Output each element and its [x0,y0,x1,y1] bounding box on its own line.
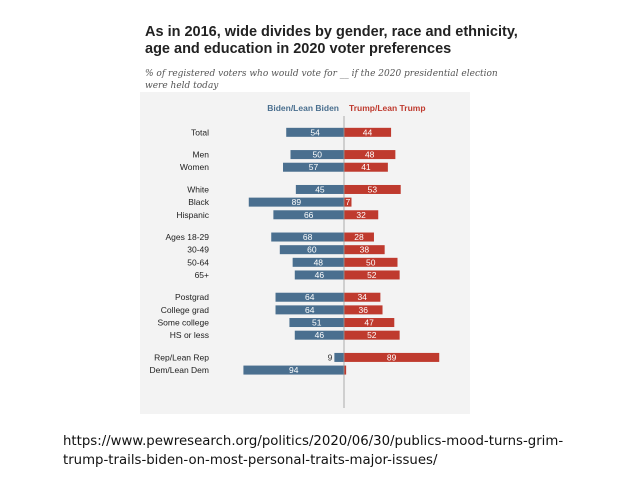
bar-biden [248,197,344,207]
value-label-biden: 64 [305,292,315,302]
value-label-trump: 50 [366,257,376,267]
value-label-trump: 32 [356,210,366,220]
category-label: Dem/Lean Dem [149,365,209,375]
bar-trump [344,305,383,315]
bar-biden [294,270,344,280]
bar-biden [290,150,344,160]
value-label-biden: 66 [304,210,314,220]
bar-biden [243,365,344,375]
chart-subtitle: % of registered voters who would vote fo… [145,69,498,91]
value-label-biden: 51 [312,318,322,328]
bar-biden [286,127,344,137]
bar-trump [344,150,396,160]
category-label: Rep/Lean Rep [154,352,209,362]
value-label-biden: 57 [309,162,319,172]
bar-trump [344,257,398,267]
value-label-biden: 60 [307,245,317,255]
value-label-trump: 7 [346,197,351,207]
value-label-biden: 9 [328,352,333,362]
value-label-trump: 52 [367,270,377,280]
chart-title: As in 2016, wide divides by gender, race… [145,24,518,57]
value-label-trump: 53 [368,184,378,194]
value-label-trump: 47 [364,318,374,328]
bar-trump [344,365,347,375]
value-label-biden: 46 [315,270,325,280]
bar-biden [334,352,344,362]
bar-biden [294,330,344,340]
bar-trump [344,210,379,220]
source-url: https://www.pewresearch.org/politics/202… [63,434,564,468]
bar-biden [283,162,344,172]
bar-trump [344,318,395,328]
bar-trump [344,232,374,242]
value-label-trump: 41 [361,162,371,172]
bar-trump [344,270,400,280]
category-label: Men [192,150,209,160]
value-label-biden: 46 [315,330,325,340]
value-label-trump: 36 [359,305,369,315]
bar-trump [344,127,392,137]
value-label-biden: 54 [310,127,320,137]
bar-trump [344,330,400,340]
value-label-biden: 68 [303,232,313,242]
value-label-biden: 89 [292,197,302,207]
bar-trump [344,292,381,302]
category-label: Some college [157,318,209,328]
category-label: Women [180,162,209,172]
category-label: Postgrad [175,292,209,302]
bar-biden [292,257,344,267]
bar-biden [275,305,344,315]
bar-trump [344,352,440,362]
bar-biden [275,292,344,302]
value-label-biden: 45 [315,184,325,194]
bars-layer: Total 54 44 Men 50 48 Women 57 41 White 45 53 Black 8… [149,127,440,375]
value-label-biden: 48 [314,257,324,267]
value-label-trump: 28 [354,232,364,242]
category-label: HS or less [170,330,209,340]
value-label-biden: 94 [289,365,299,375]
category-label: Total [191,127,209,137]
category-label: College grad [161,305,209,315]
bar-biden [279,245,344,255]
bar-biden [273,210,344,220]
value-label-trump: 38 [360,245,370,255]
category-label: 30-49 [187,245,209,255]
category-label: Black [188,197,210,207]
category-label: 50-64 [187,257,209,267]
value-label-trump: 34 [357,292,367,302]
category-label: Hispanic [176,210,209,220]
category-label: White [187,184,209,194]
bar-trump [344,162,388,172]
bar-biden [295,184,344,194]
bar-biden [289,318,344,328]
legend-trump: Trump/Lean Trump [349,103,426,113]
category-label: 65+ [195,270,209,280]
legend: Biden/Lean Biden Trump/Lean Trump [267,103,425,113]
bar-biden [271,232,344,242]
value-label-biden: 50 [313,150,323,160]
bar-trump [344,245,385,255]
bar-trump [344,184,401,194]
value-label-trump: 48 [365,150,375,160]
legend-biden: Biden/Lean Biden [267,103,339,113]
category-label: Ages 18-29 [166,232,210,242]
value-label-trump: 89 [387,352,397,362]
value-label-biden: 64 [305,305,315,315]
value-label-trump: 52 [367,330,377,340]
bar-trump [344,197,352,207]
value-label-trump: 44 [363,127,373,137]
